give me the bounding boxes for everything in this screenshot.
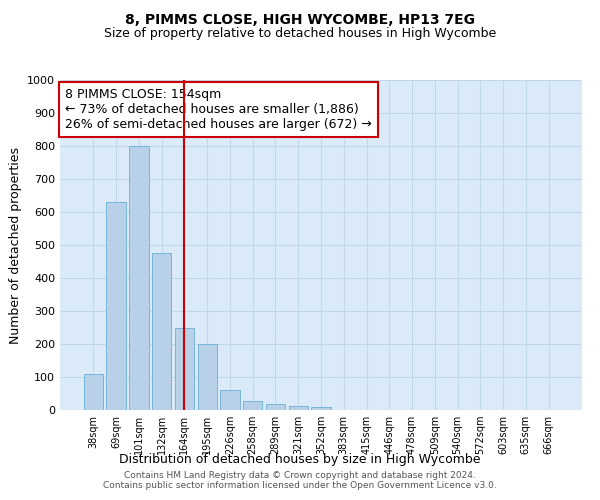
Bar (311, 406, 331, 410)
Bar (220, 390, 239, 410)
Bar (243, 401, 262, 410)
Bar (266, 404, 285, 410)
Text: 8 PIMMS CLOSE: 154sqm
← 73% of detached houses are smaller (1,886)
26% of semi-d: 8 PIMMS CLOSE: 154sqm ← 73% of detached … (65, 88, 372, 131)
Text: 8, PIMMS CLOSE, HIGH WYCOMBE, HP13 7EG: 8, PIMMS CLOSE, HIGH WYCOMBE, HP13 7EG (125, 12, 475, 26)
Bar (289, 406, 308, 410)
Bar (152, 253, 172, 410)
Text: Contains HM Land Registry data © Crown copyright and database right 2024.
Contai: Contains HM Land Registry data © Crown c… (103, 470, 497, 490)
Y-axis label: Number of detached properties: Number of detached properties (8, 146, 22, 344)
Text: Size of property relative to detached houses in High Wycombe: Size of property relative to detached ho… (104, 28, 496, 40)
Text: Distribution of detached houses by size in High Wycombe: Distribution of detached houses by size … (119, 452, 481, 466)
Bar (129, 146, 149, 410)
Bar (197, 344, 217, 410)
Bar (106, 202, 126, 410)
Bar (84, 374, 103, 410)
Bar (175, 328, 194, 410)
